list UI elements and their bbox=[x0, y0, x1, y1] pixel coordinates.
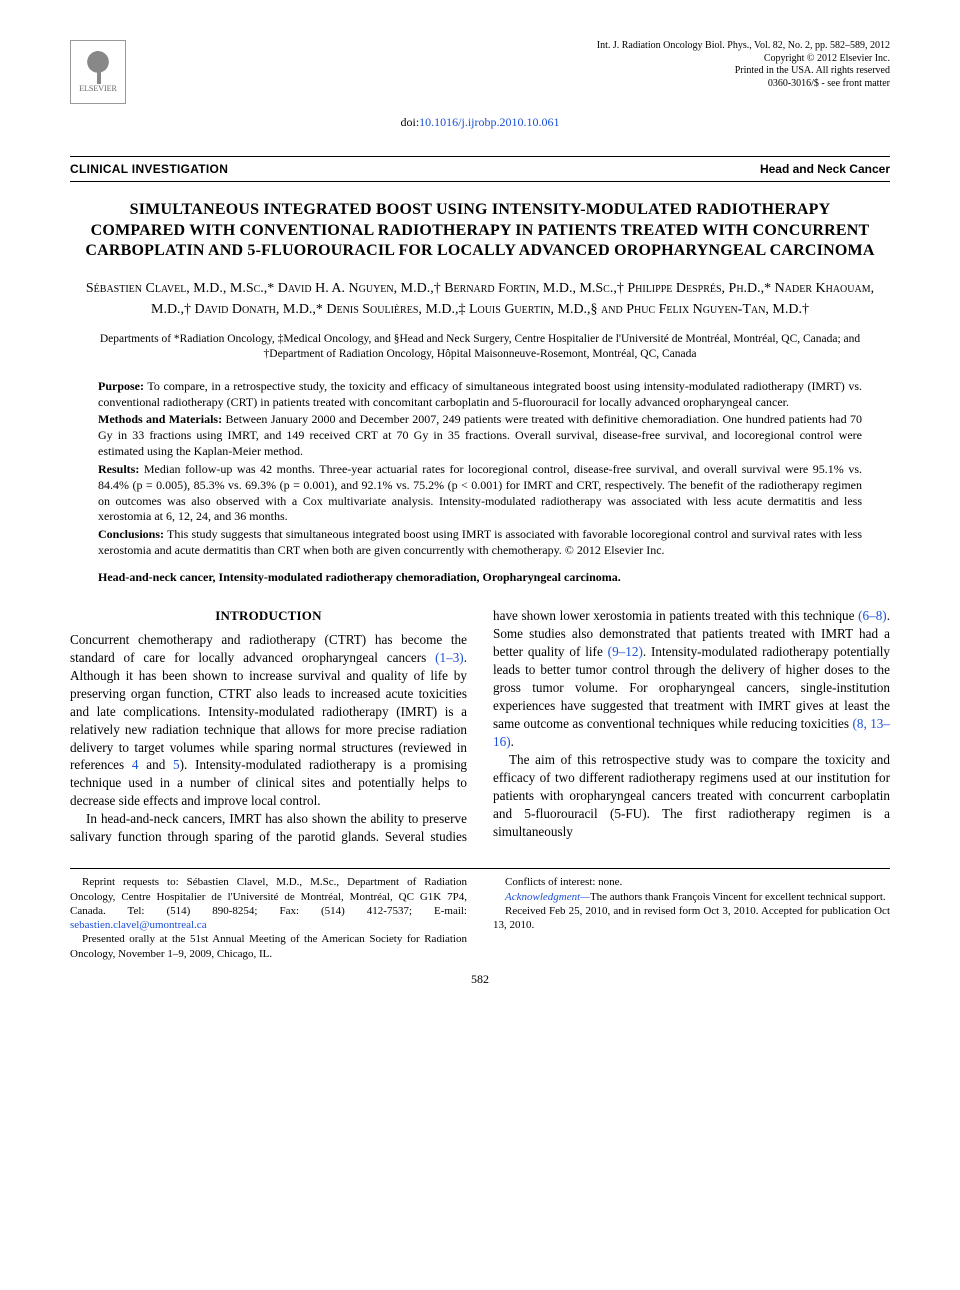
methods-label: Methods and Materials: bbox=[98, 412, 222, 426]
received-note: Received Feb 25, 2010, and in revised fo… bbox=[493, 904, 890, 933]
section-bar: CLINICAL INVESTIGATION Head and Neck Can… bbox=[70, 156, 890, 182]
conflicts-note: Conflicts of interest: none. bbox=[493, 875, 890, 889]
ref-9-12[interactable]: (9–12) bbox=[608, 644, 643, 659]
doi-row: doi:10.1016/j.ijrobp.2010.10.061 bbox=[70, 114, 890, 130]
conclusions-label: Conclusions: bbox=[98, 527, 164, 541]
copyright-line: Copyright © 2012 Elsevier Inc. bbox=[597, 53, 890, 66]
journal-line: Int. J. Radiation Oncology Biol. Phys., … bbox=[597, 40, 890, 53]
page-number: 582 bbox=[70, 971, 890, 987]
elsevier-tree-icon bbox=[83, 50, 113, 84]
affiliations: Departments of *Radiation Oncology, ‡Med… bbox=[76, 332, 884, 363]
purpose-label: Purpose: bbox=[98, 379, 144, 393]
section-right: Head and Neck Cancer bbox=[760, 161, 890, 177]
conclusions-text: This study suggests that simultaneous in… bbox=[98, 527, 862, 557]
doi-link[interactable]: 10.1016/j.ijrobp.2010.10.061 bbox=[419, 115, 559, 129]
section-left: CLINICAL INVESTIGATION bbox=[70, 161, 228, 177]
ack-label: Acknowledgment— bbox=[505, 891, 590, 903]
ref-1-3[interactable]: (1–3) bbox=[435, 650, 464, 665]
ref-4[interactable]: 4 bbox=[132, 757, 139, 772]
intro-heading: INTRODUCTION bbox=[70, 607, 467, 625]
ref-5[interactable]: 5 bbox=[173, 757, 180, 772]
abstract-conclusions: Conclusions: This study suggests that si… bbox=[98, 527, 862, 559]
ref-6-8[interactable]: (6–8) bbox=[858, 608, 887, 623]
footer-rule bbox=[70, 868, 890, 869]
abstract-purpose: Purpose: To compare, in a retrospective … bbox=[98, 379, 862, 411]
body-columns: INTRODUCTION Concurrent chemotherapy and… bbox=[70, 607, 890, 846]
keywords: Head-and-neck cancer, Intensity-modulate… bbox=[98, 569, 862, 585]
doi-label: doi: bbox=[400, 115, 419, 129]
author-list: Sébastien Clavel, M.D., M.Sc.,* David H.… bbox=[74, 278, 886, 320]
results-text: Median follow-up was 42 months. Three-ye… bbox=[98, 462, 862, 523]
header-row: ELSEVIER Int. J. Radiation Oncology Biol… bbox=[70, 40, 890, 104]
publisher-logo: ELSEVIER bbox=[70, 40, 126, 104]
abstract-results: Results: Median follow-up was 42 months.… bbox=[98, 462, 862, 525]
printed-line: Printed in the USA. All rights reserved bbox=[597, 65, 890, 78]
reprint-request: Reprint requests to: Sébastien Clavel, M… bbox=[70, 875, 467, 932]
acknowledgment: Acknowledgment—The authors thank Françoi… bbox=[493, 890, 890, 904]
footer-columns: Reprint requests to: Sébastien Clavel, M… bbox=[70, 875, 890, 961]
body-p1: Concurrent chemotherapy and radiotherapy… bbox=[70, 631, 467, 811]
publisher-name: ELSEVIER bbox=[79, 84, 117, 95]
issn-line: 0360-3016/$ - see front matter bbox=[597, 78, 890, 91]
abstract-block: Purpose: To compare, in a retrospective … bbox=[98, 379, 862, 559]
header-meta: Int. J. Radiation Oncology Biol. Phys., … bbox=[597, 40, 890, 90]
body-p3: The aim of this retrospective study was … bbox=[493, 751, 890, 841]
article-title: SIMULTANEOUS INTEGRATED BOOST USING INTE… bbox=[84, 200, 876, 261]
results-label: Results: bbox=[98, 462, 139, 476]
corresponding-email[interactable]: sebastien.clavel@umontreal.ca bbox=[70, 919, 207, 931]
purpose-text: To compare, in a retrospective study, th… bbox=[98, 379, 862, 409]
abstract-methods: Methods and Materials: Between January 2… bbox=[98, 412, 862, 459]
presented-note: Presented orally at the 51st Annual Meet… bbox=[70, 932, 467, 961]
